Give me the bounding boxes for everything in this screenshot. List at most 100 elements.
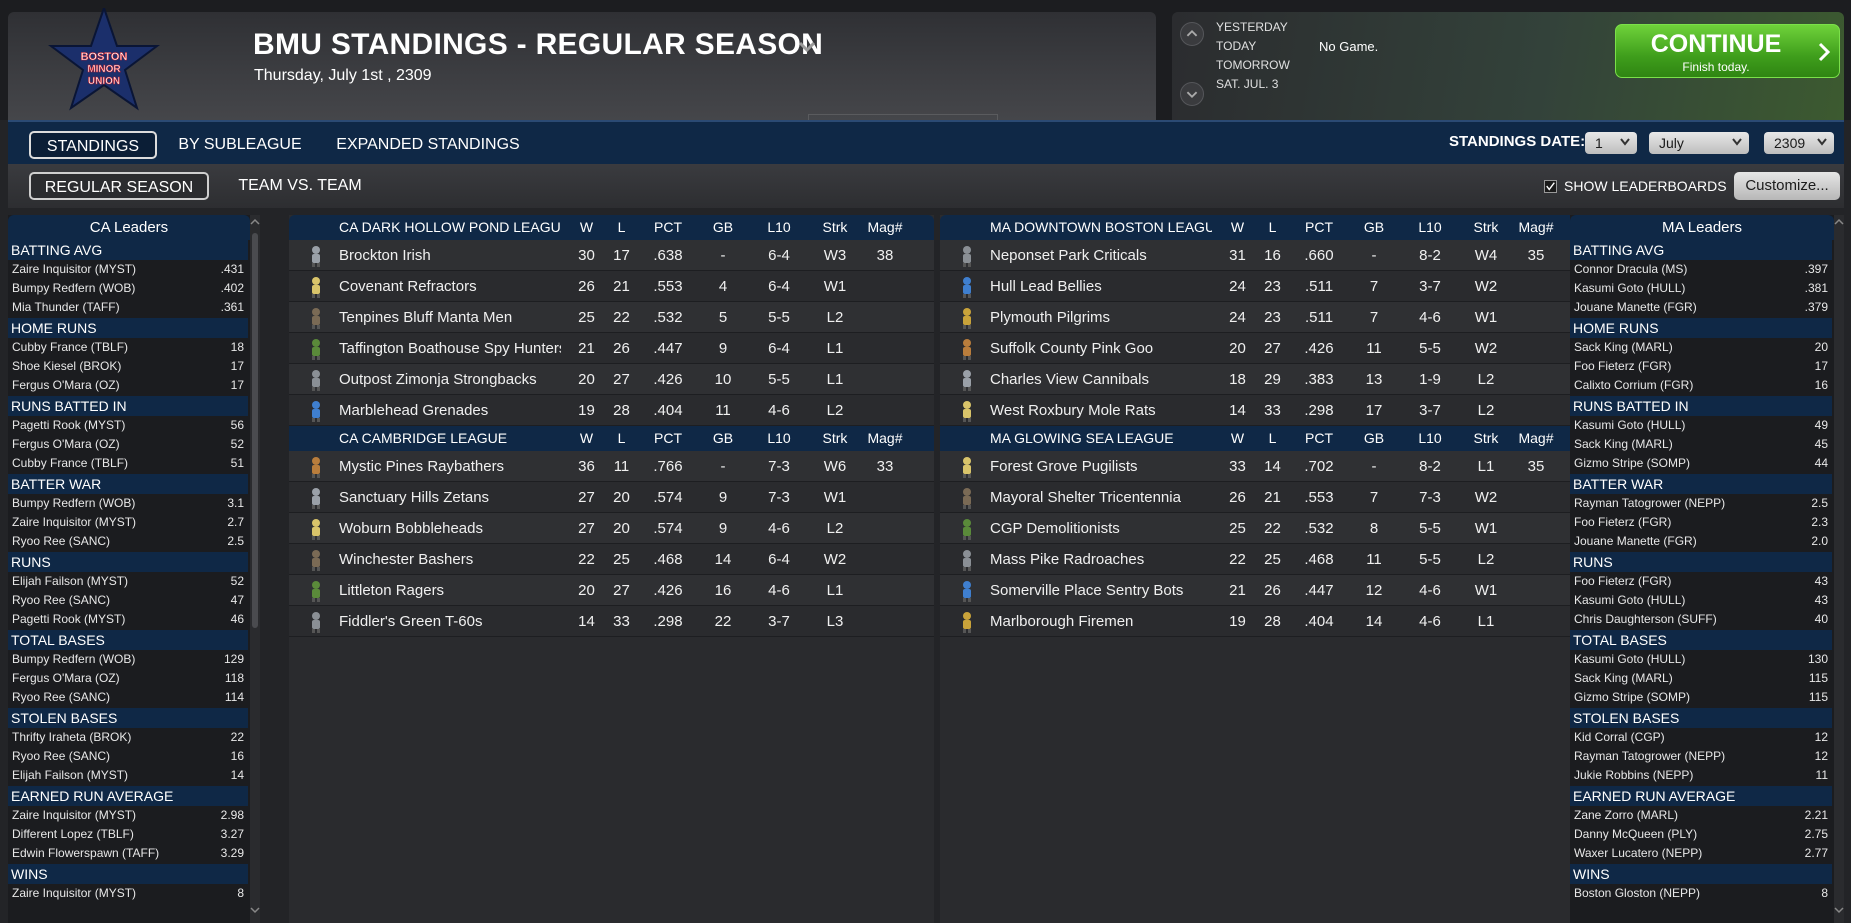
customize-button[interactable]: Customize...: [1734, 172, 1840, 200]
leader-player[interactable]: Jouane Manette (FGR): [1574, 300, 1697, 314]
leader-row[interactable]: Zaire Inquisitor (MYST) .431: [8, 260, 248, 279]
leader-row[interactable]: Calixto Corrium (FGR) 16: [1570, 376, 1832, 395]
leader-player[interactable]: Cubby France (TBLF): [12, 456, 129, 470]
standings-month-select[interactable]: July: [1649, 132, 1749, 154]
tab-regular-season[interactable]: REGULAR SEASON: [29, 172, 209, 200]
leader-player[interactable]: Connor Dracula (MS): [1574, 262, 1688, 276]
leader-row[interactable]: Sack King (MARL) 115: [1570, 669, 1832, 688]
tab-team-vs-team[interactable]: TEAM VS. TEAM: [238, 177, 362, 194]
column-header-mag[interactable]: Mag#: [867, 430, 903, 446]
team-name[interactable]: West Roxbury Mole Rats: [990, 402, 1156, 419]
leader-row[interactable]: Fergus O'Mara (OZ) 52: [8, 435, 248, 454]
leader-player[interactable]: Fergus O'Mara (OZ): [12, 671, 120, 685]
team-row[interactable]: Littleton Ragers 20 27 .426 16 4-6 L1: [289, 575, 934, 606]
ca-leaders-scrollbar[interactable]: [250, 215, 260, 923]
column-header-l10[interactable]: L10: [1418, 219, 1442, 235]
leader-player[interactable]: Ryoo Ree (SANC): [12, 749, 111, 763]
column-header-gb[interactable]: GB: [1363, 430, 1385, 446]
team-name[interactable]: Neponset Park Criticals: [990, 247, 1147, 264]
team-row[interactable]: Tenpines Bluff Manta Men 25 22 .532 5 5-5 L2: [289, 302, 934, 333]
team-row[interactable]: Covenant Refractors 26 21 .553 4 6-4 W1: [289, 271, 934, 302]
team-row[interactable]: Brockton Irish 30 17 .638 - 6-4 W3 38: [289, 240, 934, 271]
column-header-gb[interactable]: GB: [712, 430, 734, 446]
leader-row[interactable]: Zaire Inquisitor (MYST) 2.98: [8, 806, 248, 825]
team-name[interactable]: Woburn Bobbleheads: [339, 520, 483, 537]
leader-player[interactable]: Shoe Kiesel (BROK): [12, 359, 122, 373]
leader-row[interactable]: Jouane Manette (FGR) .379: [1570, 298, 1832, 317]
column-header-gb[interactable]: GB: [1363, 219, 1385, 235]
leader-player[interactable]: Zaire Inquisitor (MYST): [12, 808, 137, 822]
team-row[interactable]: CGP Demolitionists 25 22 .532 8 5-5 W1: [940, 513, 1585, 544]
team-name[interactable]: Taffington Boathouse Spy Hunters: [339, 340, 561, 357]
leader-player[interactable]: Sack King (MARL): [1574, 340, 1673, 354]
scroll-down-icon[interactable]: [250, 905, 260, 915]
column-header-gb[interactable]: GB: [712, 219, 734, 235]
leader-row[interactable]: Waxer Lucatero (NEPP) 2.77: [1570, 844, 1832, 863]
team-row[interactable]: Fiddler's Green T-60s 14 33 .298 22 3-7 L3: [289, 606, 934, 637]
leader-player[interactable]: Gizmo Stripe (SOMP): [1574, 690, 1691, 704]
leader-player[interactable]: Boston Gloston (NEPP): [1574, 886, 1701, 900]
team-row[interactable]: Plymouth Pilgrims 24 23 .511 7 4-6 W1: [940, 302, 1585, 333]
column-header-pct[interactable]: PCT: [1305, 430, 1333, 446]
leader-player[interactable]: Fergus O'Mara (OZ): [12, 437, 120, 451]
leader-row[interactable]: Thrifty Iraheta (BROK) 22: [8, 728, 248, 747]
scroll-up-icon[interactable]: [1834, 217, 1844, 227]
leader-row[interactable]: Foo Fieterz (FGR) 17: [1570, 357, 1832, 376]
team-row[interactable]: West Roxbury Mole Rats 14 33 .298 17 3-7 L2: [940, 395, 1585, 426]
scroll-down-icon[interactable]: [1834, 905, 1844, 915]
leader-player[interactable]: Elijah Failson (MYST): [12, 768, 129, 782]
team-row[interactable]: Somerville Place Sentry Bots 21 26 .447 12 4-…: [940, 575, 1585, 606]
leader-player[interactable]: Bumpy Redfern (WOB): [12, 652, 136, 666]
leader-player[interactable]: Zane Zorro (MARL): [1574, 808, 1679, 822]
leader-player[interactable]: Gizmo Stripe (SOMP): [1574, 456, 1691, 470]
leader-player[interactable]: Calixto Corrium (FGR): [1574, 378, 1694, 392]
team-name[interactable]: Marblehead Grenades: [339, 402, 489, 419]
standings-day-select[interactable]: 1: [1585, 132, 1637, 154]
leader-player[interactable]: Kasumi Goto (HULL): [1574, 418, 1686, 432]
leader-row[interactable]: Ryoo Ree (SANC) 47: [8, 591, 248, 610]
column-header-l[interactable]: L: [1268, 430, 1277, 446]
column-header-w[interactable]: W: [579, 430, 594, 446]
leader-row[interactable]: Kasumi Goto (HULL) .381: [1570, 279, 1832, 298]
leader-player[interactable]: Sack King (MARL): [1574, 437, 1673, 451]
leader-player[interactable]: Pagetti Rook (MYST): [12, 418, 126, 432]
leader-row[interactable]: Kasumi Goto (HULL) 49: [1570, 416, 1832, 435]
schedule-tomorrow[interactable]: TOMORROW: [1216, 58, 1290, 72]
leader-row[interactable]: Sack King (MARL) 20: [1570, 338, 1832, 357]
leader-row[interactable]: Ryoo Ree (SANC) 2.5: [8, 532, 248, 551]
team-name[interactable]: Fiddler's Green T-60s: [339, 613, 483, 630]
team-name[interactable]: Brockton Irish: [339, 247, 431, 264]
column-header-l10[interactable]: L10: [767, 430, 791, 446]
leader-row[interactable]: Boston Gloston (NEPP) 8: [1570, 884, 1832, 903]
leader-row[interactable]: Bumpy Redfern (WOB) 3.1: [8, 494, 248, 513]
leader-row[interactable]: Rayman Tatogrower (NEPP) 12: [1570, 747, 1832, 766]
leader-player[interactable]: Rayman Tatogrower (NEPP): [1574, 749, 1726, 763]
team-name[interactable]: Plymouth Pilgrims: [990, 309, 1111, 326]
column-header-l[interactable]: L: [617, 219, 626, 235]
leader-row[interactable]: Kasumi Goto (HULL) 130: [1570, 650, 1832, 669]
leader-player[interactable]: Rayman Tatogrower (NEPP): [1574, 496, 1726, 510]
column-header-pct[interactable]: PCT: [654, 219, 682, 235]
leader-row[interactable]: Foo Fieterz (FGR) 43: [1570, 572, 1832, 591]
team-name[interactable]: Tenpines Bluff Manta Men: [339, 309, 513, 326]
team-name[interactable]: Hull Lead Bellies: [990, 278, 1102, 295]
leader-player[interactable]: Danny McQueen (PLY): [1574, 827, 1698, 841]
column-header-strk[interactable]: Strk: [822, 219, 848, 235]
team-row[interactable]: Marblehead Grenades 19 28 .404 11 4-6 L2: [289, 395, 934, 426]
leader-player[interactable]: Cubby France (TBLF): [12, 340, 129, 354]
column-header-strk[interactable]: Strk: [822, 430, 848, 446]
team-name[interactable]: Suffolk County Pink Goo: [990, 340, 1154, 357]
team-row[interactable]: Hull Lead Bellies 24 23 .511 7 3-7 W2: [940, 271, 1585, 302]
leader-row[interactable]: Bumpy Redfern (WOB) 129: [8, 650, 248, 669]
chevron-up-icon[interactable]: [1180, 22, 1204, 46]
leader-player[interactable]: Pagetti Rook (MYST): [12, 612, 126, 626]
leader-player[interactable]: Foo Fieterz (FGR): [1574, 574, 1672, 588]
leader-row[interactable]: Elijah Failson (MYST) 14: [8, 766, 248, 785]
show-leaderboards-checkbox[interactable]: [1544, 180, 1557, 193]
leader-player[interactable]: Ryoo Ree (SANC): [12, 534, 111, 548]
team-name[interactable]: Charles View Cannibals: [990, 371, 1149, 388]
leader-player[interactable]: Foo Fieterz (FGR): [1574, 359, 1672, 373]
team-name[interactable]: Mass Pike Radroaches: [990, 551, 1145, 568]
schedule-yesterday[interactable]: YESTERDAY: [1216, 20, 1288, 34]
leader-player[interactable]: Zaire Inquisitor (MYST): [12, 886, 137, 900]
